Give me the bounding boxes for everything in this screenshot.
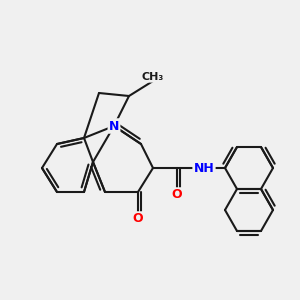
Text: CH₃: CH₃ (142, 71, 164, 82)
Text: O: O (172, 188, 182, 202)
Text: O: O (133, 212, 143, 226)
Text: N: N (109, 119, 119, 133)
Text: NH: NH (194, 161, 214, 175)
